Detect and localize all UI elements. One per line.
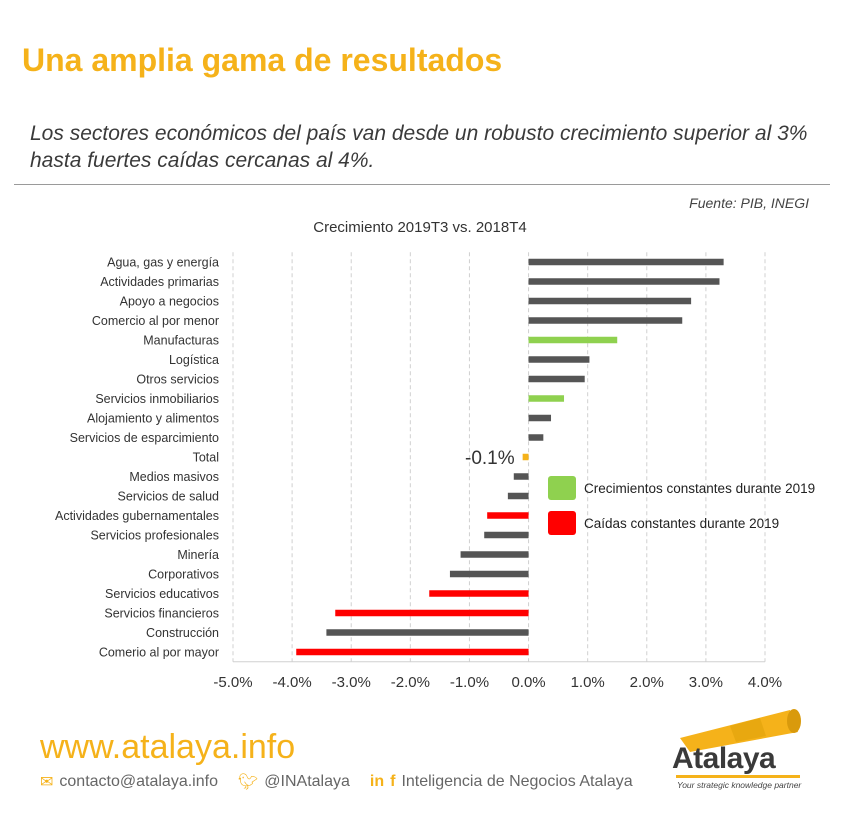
category-label-18: Servicios financieros bbox=[104, 607, 219, 621]
category-label-15: Minería bbox=[177, 548, 219, 562]
footer-email[interactable]: contacto@atalaya.info bbox=[59, 773, 218, 790]
category-label-13: Actividades gubernamentales bbox=[55, 509, 219, 523]
page-title: Una amplia gama de resultados bbox=[22, 42, 503, 78]
tick-label-1: -4.0% bbox=[273, 674, 312, 691]
bar-11 bbox=[513, 473, 529, 480]
logo-name: Atalaya bbox=[672, 742, 776, 775]
bar-16 bbox=[449, 570, 529, 578]
chart-legend: Crecimientos constantes durante 2019 Caíd… bbox=[548, 476, 815, 535]
footer-social[interactable]: Inteligencia de Negocios Atalaya bbox=[401, 773, 633, 790]
bar-4 bbox=[528, 336, 618, 344]
chart-bars bbox=[296, 258, 724, 656]
footer-contacts: ✉ contacto@atalaya.info 🐦︎ @INAtalaya in… bbox=[40, 772, 633, 792]
category-label-9: Servicios de esparcimiento bbox=[70, 431, 219, 445]
category-label-11: Medios masivos bbox=[129, 470, 219, 484]
tick-label-8: 3.0% bbox=[689, 674, 723, 691]
legend-label-1: Caídas constantes durante 2019 bbox=[584, 516, 779, 531]
bar-18 bbox=[335, 609, 529, 617]
bar-chart: Crecimiento 2019T3 vs. 2018T4 Agua, gas … bbox=[55, 219, 815, 691]
category-label-12: Servicios de salud bbox=[118, 490, 219, 504]
bar-7 bbox=[528, 395, 565, 402]
category-label-8: Alojamiento y alimentos bbox=[87, 412, 219, 426]
logo-underline bbox=[676, 775, 800, 778]
logo-tagline: Your strategic knowledge partner bbox=[677, 780, 802, 790]
footer-url[interactable]: www.atalaya.info bbox=[40, 728, 296, 766]
category-label-17: Servicios educativos bbox=[105, 587, 219, 601]
tick-label-0: -5.0% bbox=[213, 674, 252, 691]
category-label-16: Corporativos bbox=[148, 568, 219, 582]
telescope-icon bbox=[680, 709, 801, 752]
category-label-5: Logística bbox=[169, 353, 219, 367]
bar-17 bbox=[429, 590, 529, 597]
category-label-20: Comerio al por mayor bbox=[99, 646, 219, 660]
bar-8 bbox=[528, 414, 552, 422]
bar-1 bbox=[528, 278, 720, 285]
bar-12 bbox=[507, 492, 529, 500]
tick-label-2: -3.0% bbox=[332, 674, 371, 691]
category-label-14: Servicios profesionales bbox=[90, 529, 219, 543]
bar-5 bbox=[528, 356, 590, 363]
tick-label-7: 2.0% bbox=[630, 674, 664, 691]
bar-9 bbox=[528, 434, 544, 441]
bar-10 bbox=[522, 453, 529, 461]
bar-13 bbox=[487, 512, 529, 519]
footer-twitter[interactable]: @INAtalaya bbox=[264, 773, 350, 790]
bar-20 bbox=[296, 648, 529, 656]
category-label-6: Otros servicios bbox=[136, 373, 219, 387]
tick-label-4: -1.0% bbox=[450, 674, 489, 691]
category-label-0: Agua, gas y energía bbox=[107, 256, 219, 270]
category-label-2: Apoyo a negocios bbox=[120, 295, 219, 309]
category-label-4: Manufacturas bbox=[143, 334, 219, 348]
twitter-icon: 🐦︎ bbox=[237, 774, 259, 791]
bar-6 bbox=[528, 375, 585, 383]
legend-swatch-1 bbox=[548, 511, 576, 535]
tick-label-3: -2.0% bbox=[391, 674, 430, 691]
category-label-1: Actividades primarias bbox=[100, 275, 219, 289]
legend-swatch-0 bbox=[548, 476, 576, 500]
bar-14 bbox=[484, 531, 529, 539]
category-label-10: Total bbox=[193, 451, 219, 465]
total-annotation: -0.1% bbox=[465, 448, 515, 469]
bar-3 bbox=[528, 317, 683, 324]
linkedin-icon: in bbox=[369, 773, 385, 790]
facebook-icon: f bbox=[390, 773, 396, 790]
category-label-7: Servicios inmobiliarios bbox=[95, 392, 219, 406]
tick-label-6: 1.0% bbox=[571, 674, 605, 691]
bar-15 bbox=[460, 551, 529, 558]
category-labels: Agua, gas y energía Actividades primarias… bbox=[55, 256, 219, 660]
tick-labels: -5.0% -4.0% -3.0% -2.0% -1.0% 0.0% 1.0% 2.0% 3.0… bbox=[213, 674, 782, 691]
tick-label-5: 0.0% bbox=[511, 674, 545, 691]
email-icon: ✉ bbox=[40, 774, 54, 791]
bar-2 bbox=[528, 297, 692, 305]
page-subtitle: Los sectores económicos del país van des… bbox=[30, 122, 808, 172]
bar-0 bbox=[528, 258, 724, 266]
divider bbox=[14, 184, 830, 185]
legend-label-0: Crecimientos constantes durante 2019 bbox=[584, 481, 815, 496]
chart-title: Crecimiento 2019T3 vs. 2018T4 bbox=[313, 219, 526, 236]
tick-label-9: 4.0% bbox=[748, 674, 782, 691]
category-label-19: Construcción bbox=[146, 626, 219, 640]
category-label-3: Comercio al por menor bbox=[92, 314, 219, 328]
bar-19 bbox=[326, 629, 529, 636]
source-note: Fuente: PIB, INEGI bbox=[689, 195, 809, 211]
